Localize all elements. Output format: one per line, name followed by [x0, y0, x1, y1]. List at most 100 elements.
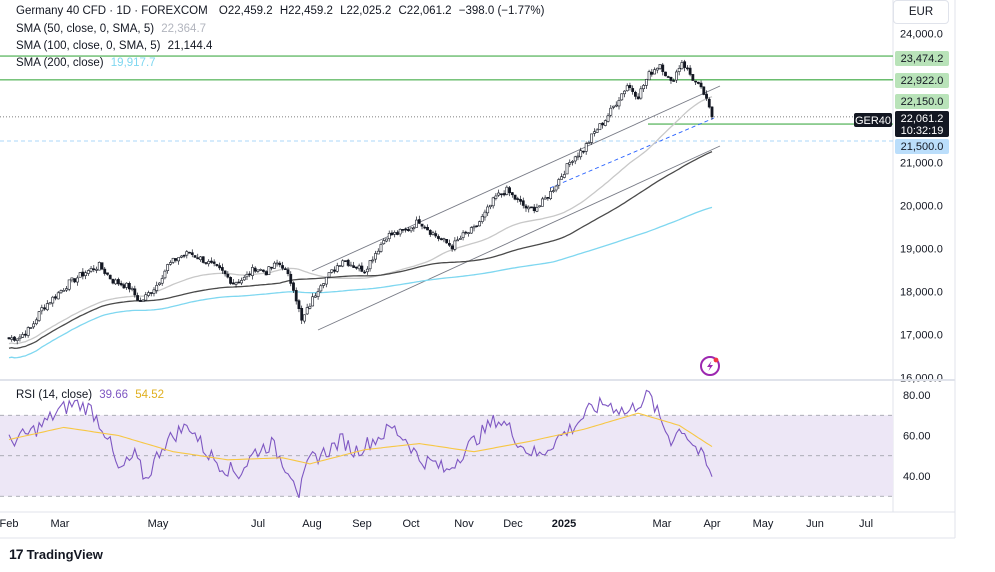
time-tick-label: Feb [0, 518, 18, 530]
candle-body [149, 292, 153, 294]
change-value: −398.0 (−1.77%) [458, 5, 545, 17]
candle-body [398, 229, 402, 235]
candle-body [253, 267, 257, 272]
candle-body [308, 305, 312, 309]
pane-separator[interactable] [0, 379, 955, 381]
candle-body [292, 282, 295, 291]
candle-body [333, 269, 336, 272]
candle-body [100, 262, 104, 270]
candle-body [568, 162, 572, 165]
candle-body [374, 253, 377, 260]
sma50-legend: SMA (50, close, 0, SMA, 5) 22,364.7 [16, 21, 206, 37]
candle-body [344, 260, 347, 262]
candle-body [458, 237, 462, 240]
candle-body [439, 238, 443, 240]
candle-body [475, 225, 479, 227]
candle-body [281, 265, 284, 269]
candle-body [201, 256, 205, 263]
candle-body [387, 232, 391, 240]
candle-body [324, 276, 328, 285]
candle-body [34, 319, 38, 325]
candle-body [127, 283, 131, 290]
candle-body [21, 334, 25, 338]
candle-body [278, 262, 282, 266]
flash-alert-icon[interactable] [700, 356, 720, 376]
price-tick-label: 17,000.0 [900, 330, 943, 342]
candle-body [450, 245, 454, 250]
candle-body [86, 270, 90, 274]
candle-body [56, 292, 60, 300]
symbol-legend: Germany 40 CFD · 1D · FOREXCOM O22,459.2… [16, 3, 544, 19]
candle-body [595, 129, 599, 133]
sma50-value: 22,364.7 [161, 23, 207, 35]
candle-body [551, 190, 555, 192]
candle-body [10, 337, 14, 340]
price-tick-label: 19,000.0 [900, 244, 943, 256]
low-label: L [340, 5, 347, 17]
candle-body [680, 62, 684, 70]
candle-body [535, 207, 539, 212]
candle-body [417, 219, 421, 224]
candle-body [510, 192, 514, 196]
candle-body [497, 192, 501, 196]
horizontal-levels [0, 55, 893, 142]
candle-body [338, 265, 342, 267]
candle-body [300, 308, 304, 321]
candle-body [639, 88, 643, 99]
candle-body [106, 272, 109, 275]
candle-body [207, 261, 211, 265]
candle-body [289, 273, 293, 284]
candle-body [335, 265, 339, 272]
price-tick-label: 21,000.0 [900, 158, 943, 170]
candle-body [188, 251, 191, 254]
high-label: H [279, 5, 289, 17]
candle-body [67, 279, 71, 290]
candle-body [415, 219, 418, 228]
candle-body [316, 291, 320, 297]
badge-support-1-bg [895, 94, 949, 109]
candle-body [390, 232, 394, 236]
candle-body [218, 265, 222, 269]
candle-body [590, 133, 594, 143]
candle-body [62, 289, 66, 292]
candle-body [480, 216, 484, 222]
candle-body [275, 262, 279, 265]
candle-body [634, 91, 637, 97]
candle-body [130, 288, 134, 290]
close-label: C [398, 5, 407, 17]
candle-body [675, 71, 678, 81]
candle-body [92, 268, 96, 271]
candle-body [406, 229, 410, 232]
candle-body [111, 278, 115, 284]
sma50-label: SMA (50, close, 0, SMA, 5) [16, 23, 155, 35]
currency-selector[interactable]: EUR [893, 0, 949, 24]
trend-channel [311, 85, 721, 331]
candle-body [379, 244, 383, 252]
candle-body [43, 307, 46, 310]
symbol-tag-text: GER40 [855, 115, 891, 127]
candle-body [368, 260, 372, 270]
candle-body [251, 267, 254, 276]
candle-body [530, 206, 533, 209]
time-tick-label: Jul [251, 518, 265, 530]
candle-body [212, 261, 216, 264]
candle-body [141, 299, 145, 303]
candle-body [694, 80, 697, 83]
candle-body [431, 232, 435, 235]
candle-body [13, 336, 16, 341]
candle-body [423, 226, 427, 229]
candle-body [557, 179, 561, 186]
time-tick-label: Jun [806, 518, 824, 530]
candle-body [494, 195, 498, 199]
candle-body [688, 67, 692, 75]
candle-body [59, 290, 63, 294]
candle-body [565, 163, 569, 175]
candle-body [623, 90, 626, 95]
candle-body [330, 269, 334, 273]
candle-body [215, 264, 219, 266]
rsi-label: RSI (14, close) [16, 389, 93, 401]
candle-body [174, 258, 178, 261]
candle-body [661, 64, 665, 72]
candle-body [196, 257, 200, 260]
